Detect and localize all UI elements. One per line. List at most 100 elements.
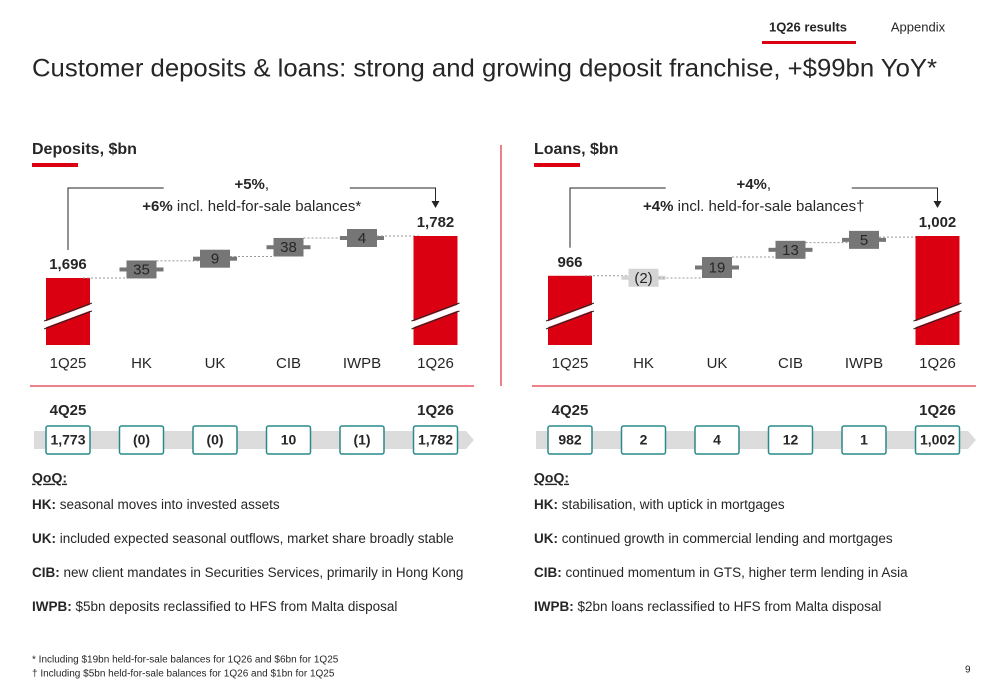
axis-break-line	[411, 310, 460, 330]
notes-heading: QoQ:	[534, 470, 569, 486]
annotation-part: ,	[265, 176, 269, 193]
annotation: +4% incl. held-for-sale balances†	[643, 198, 864, 215]
row-value: 1	[860, 432, 868, 448]
row-value: 1,002	[920, 432, 955, 448]
total-label: 1,696	[49, 256, 87, 273]
delta-bar	[273, 237, 304, 257]
x-tick-label: CIB	[276, 355, 301, 372]
row-arrow	[34, 431, 474, 449]
tab[interactable]: Appendix	[891, 19, 946, 34]
note: IWPB: $5bn deposits reclassified to HFS …	[32, 599, 397, 614]
slide-title: Customer deposits & loans: strong and gr…	[32, 55, 937, 83]
row-label: 1Q26	[919, 402, 956, 419]
row-value: 982	[558, 432, 582, 448]
x-tick-label: CIB	[778, 355, 803, 372]
axis-break-line	[545, 310, 595, 330]
note-part: UK:	[32, 531, 56, 546]
axis-break	[44, 304, 92, 328]
row-box	[339, 425, 385, 455]
notes-heading: QoQ:	[32, 470, 67, 486]
bracket	[851, 187, 938, 202]
total-bar	[915, 236, 960, 345]
delta-bar	[775, 240, 806, 259]
note: UK: included expected seasonal outflows,…	[32, 531, 454, 546]
row-box	[45, 425, 91, 455]
row-value: 2	[640, 432, 648, 448]
delta-label: 35	[133, 261, 150, 278]
note-part: CIB:	[534, 565, 562, 580]
title-underline	[32, 163, 78, 167]
note-part: continued growth in commercial lending a…	[558, 531, 893, 546]
delta-label: 38	[280, 239, 297, 256]
delta-label: 19	[709, 259, 726, 276]
delta-label: 9	[211, 251, 219, 268]
note-part: stabilisation, with uptick in mortgages	[558, 497, 785, 512]
title-underline	[534, 163, 580, 167]
x-tick-label: 1Q25	[50, 355, 87, 372]
row-box	[914, 425, 961, 455]
annotation: +5%,	[234, 176, 269, 193]
page-number: 9	[965, 665, 971, 676]
x-tick-label: IWPB	[845, 355, 883, 372]
x-tick-label: 1Q26	[417, 355, 454, 372]
row-value: 12	[783, 432, 799, 448]
note-part: HK:	[32, 497, 56, 512]
axis-break-line	[913, 302, 962, 322]
row-value: (0)	[206, 432, 223, 448]
note-part: UK:	[534, 531, 558, 546]
row-value: 1,782	[418, 432, 453, 448]
delta-label: 4	[358, 230, 366, 247]
note: UK: continued growth in commercial lendi…	[534, 531, 893, 546]
note-part: $5bn deposits reclassified to HFS from M…	[72, 599, 398, 614]
x-tick-label: UK	[205, 355, 226, 372]
x-tick-label: 1Q26	[919, 355, 956, 372]
total-bar	[413, 236, 458, 345]
row-box	[547, 425, 593, 455]
delta-label: (2)	[634, 270, 652, 287]
delta-bar	[849, 230, 879, 249]
axis-break	[411, 304, 460, 328]
note-part: included expected seasonal outflows, mar…	[56, 531, 454, 546]
annotation-part: incl. held-for-sale balances*	[173, 198, 362, 215]
row-box	[767, 425, 814, 455]
row-value: 4	[713, 432, 721, 448]
x-tick-label: IWPB	[343, 355, 381, 372]
note-part: IWPB:	[534, 599, 574, 614]
bracket-arrow	[431, 201, 440, 208]
delta-label: 5	[860, 232, 868, 249]
row-box	[265, 425, 312, 455]
annotation-part: +4%	[736, 176, 766, 193]
bracket	[67, 187, 164, 250]
note: IWPB: $2bn loans reclassified to HFS fro…	[534, 599, 881, 614]
footnote: * Including $19bn held-for-sale balances…	[32, 655, 339, 666]
note-part: CIB:	[32, 565, 60, 580]
annotation-part: +5%	[234, 176, 264, 193]
row-arrow	[536, 431, 976, 449]
row-value: (0)	[133, 432, 150, 448]
tab-underline	[762, 41, 856, 44]
total-label: 1,002	[919, 214, 957, 231]
annotation-part: ,	[767, 176, 771, 193]
row-box	[841, 425, 887, 455]
note: CIB: new client mandates in Securities S…	[32, 565, 463, 580]
annotation: +4%,	[736, 176, 771, 193]
note-part: HK:	[534, 497, 558, 512]
axis-break-line	[43, 302, 93, 322]
row-label: 4Q25	[552, 402, 589, 419]
note-part: new client mandates in Securities Servic…	[60, 565, 464, 580]
total-label: 966	[557, 254, 582, 271]
note: HK: seasonal moves into invested assets	[32, 497, 280, 512]
axis-break-line	[545, 302, 595, 322]
bracket	[569, 187, 666, 248]
chart-title: Loans, $bn	[534, 141, 618, 158]
chart-title: Deposits, $bn	[32, 141, 137, 158]
note-part: IWPB:	[32, 599, 72, 614]
row-label: 4Q25	[50, 402, 87, 419]
annotation-part: +6%	[142, 198, 172, 215]
delta-bar	[702, 257, 732, 278]
axis-break	[913, 304, 962, 328]
row-box	[192, 425, 238, 455]
row-box	[412, 425, 459, 455]
x-tick-label: HK	[633, 355, 654, 372]
tab[interactable]: 1Q26 results	[769, 19, 847, 34]
